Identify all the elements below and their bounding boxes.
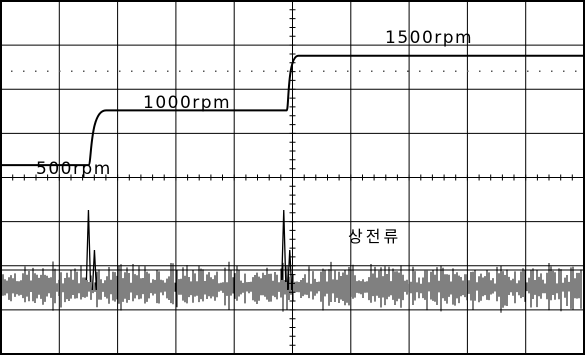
label-phase-current: 상전류 <box>348 227 401 246</box>
current-spikes <box>85 209 293 291</box>
label-1500rpm: 1500rpm <box>385 28 473 48</box>
center-axis-ticks <box>0 0 573 355</box>
label-1000rpm: 1000rpm <box>143 93 231 113</box>
label-500rpm: 500rpm <box>36 159 112 179</box>
current-noise-band <box>1 261 584 313</box>
speed-series-line <box>1 54 584 167</box>
